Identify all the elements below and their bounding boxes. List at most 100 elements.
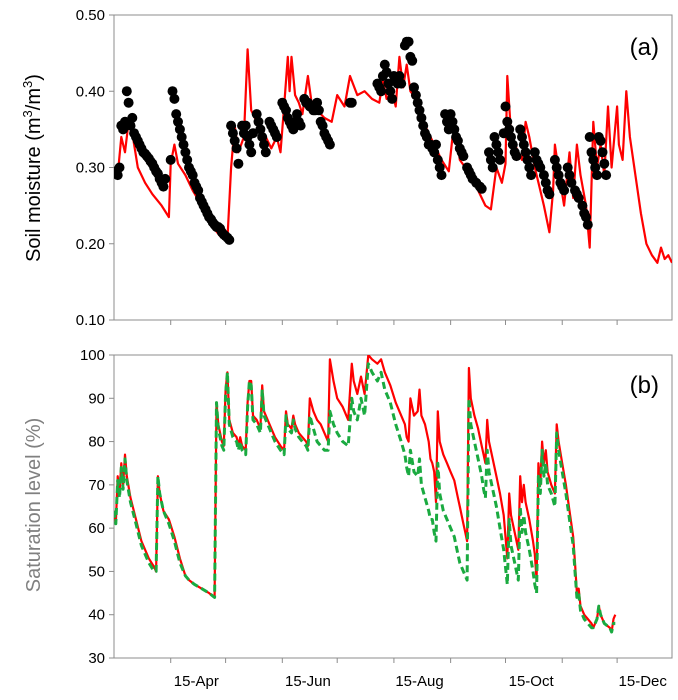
data-point-0-1-164 — [476, 183, 487, 194]
y-tick-label-1-3: 60 — [88, 520, 105, 537]
data-point-0-1-68 — [240, 120, 251, 131]
data-point-0-1-138 — [421, 132, 432, 142]
data-point-0-1-30 — [169, 93, 180, 104]
data-point-0-1-1 — [114, 170, 123, 181]
y-tick-label-0-4: 0.50 — [76, 7, 105, 24]
data-point-0-1-146 — [436, 170, 447, 181]
data-point-0-1-179 — [511, 151, 522, 162]
data-point-0-1-134 — [414, 105, 425, 116]
series-0-1-markers — [114, 36, 612, 245]
data-point-0-1-71 — [246, 147, 257, 158]
data-point-0-1-124 — [394, 71, 405, 81]
data-point-0-1-183 — [520, 147, 531, 158]
data-point-0-1-192 — [540, 177, 551, 188]
data-point-0-1-32 — [173, 116, 183, 127]
y-tick-label-1-5: 80 — [88, 434, 105, 451]
data-point-0-1-175 — [504, 124, 515, 135]
data-point-0-1-157 — [458, 151, 469, 162]
ylabel-a-sup-1: 3 — [20, 110, 35, 117]
data-point-0-1-167 — [487, 162, 498, 173]
data-point-0-1-171 — [495, 154, 505, 165]
plot-frame-1 — [113, 354, 673, 659]
y-tick-label-0-2: 0.30 — [76, 160, 105, 177]
data-point-0-1-132 — [410, 90, 421, 101]
panel-b: Saturation level (%) (b) 30 40 50 60 70 80 90 1… — [23, 347, 673, 690]
data-point-0-1-213 — [588, 154, 599, 165]
data-point-0-1-78 — [260, 147, 271, 158]
series-group-0 — [114, 36, 672, 264]
data-point-0-1-77 — [259, 139, 269, 150]
data-point-0-1-195 — [549, 154, 560, 165]
data-point-0-1-94 — [295, 120, 306, 131]
data-point-0-1-33 — [174, 124, 185, 135]
data-point-0-1-152 — [449, 124, 460, 135]
x-tick-label-1-1: 15-Jun — [285, 673, 331, 690]
plot-frame-0 — [113, 14, 673, 321]
data-point-0-1-128 — [403, 36, 414, 47]
data-point-0-1-26 — [158, 181, 169, 192]
data-point-0-1-119 — [385, 86, 396, 97]
data-point-0-1-72 — [248, 128, 258, 139]
data-point-0-1-75 — [255, 124, 266, 135]
data-point-0-1-109 — [324, 139, 335, 150]
data-point-0-1-36 — [180, 147, 191, 158]
panel-a: Soil moisture (m3/m3) (a) 0.100.200.300.… — [20, 7, 673, 329]
data-point-0-1-114 — [376, 86, 387, 97]
data-point-0-1-2 — [114, 162, 125, 173]
ylabel-b: Saturation level (%) — [23, 418, 45, 593]
data-point-0-1-209 — [581, 212, 591, 223]
data-point-0-1-76 — [257, 132, 268, 142]
data-point-0-1-182 — [518, 139, 529, 150]
data-point-0-1-185 — [524, 162, 535, 173]
data-point-0-1-143 — [431, 139, 441, 150]
data-point-0-1-31 — [171, 109, 182, 120]
data-point-0-1-61 — [226, 120, 237, 131]
data-point-0-1-214 — [590, 162, 601, 173]
x-tick-label-1-4: 15-Dec — [619, 673, 668, 690]
data-point-0-1-27 — [160, 173, 171, 184]
data-point-0-1-105 — [317, 120, 328, 131]
data-point-0-1-220 — [601, 170, 612, 181]
data-point-0-1-212 — [586, 147, 597, 158]
data-point-0-1-200 — [559, 185, 570, 196]
data-point-0-1-131 — [409, 82, 419, 93]
data-point-0-1-218 — [597, 147, 608, 158]
data-point-0-1-184 — [522, 154, 533, 165]
data-point-0-1-63 — [229, 135, 240, 146]
data-point-0-1-35 — [178, 139, 189, 150]
series-group-1 — [114, 355, 617, 634]
data-point-0-1-40 — [187, 170, 198, 181]
data-point-0-1-111 — [346, 97, 357, 108]
data-point-0-1-92 — [292, 109, 302, 120]
data-point-0-1-102 — [312, 97, 323, 108]
data-point-0-1-103 — [313, 105, 324, 116]
data-point-0-1-116 — [379, 59, 390, 70]
data-point-0-1-170 — [493, 147, 504, 158]
data-point-0-1-165 — [484, 147, 494, 158]
data-point-0-1-83 — [271, 132, 282, 142]
data-point-0-1-207 — [577, 200, 588, 211]
series-line-1-0 — [114, 355, 617, 634]
y-tick-label-1-0: 30 — [88, 650, 105, 667]
data-point-0-1-8 — [125, 120, 136, 131]
series-line-0-0 — [114, 48, 672, 264]
data-point-0-1-154 — [452, 135, 463, 146]
data-point-0-1-7 — [123, 97, 134, 108]
data-point-0-1-203 — [566, 177, 577, 188]
y-tick-label-1-7: 100 — [80, 347, 105, 364]
data-point-0-1-9 — [127, 112, 138, 123]
y-tick-label-0-3: 0.40 — [76, 83, 105, 100]
y-tick-label-1-6: 90 — [88, 390, 105, 407]
data-point-0-1-64 — [231, 143, 242, 154]
ylabel-a-part-2: /m — [23, 88, 45, 110]
data-point-0-1-37 — [182, 154, 193, 165]
data-point-0-1-62 — [227, 128, 238, 139]
data-point-0-1-169 — [491, 139, 502, 150]
panel-label-a: (a) — [630, 34, 659, 61]
data-point-0-1-176 — [506, 132, 516, 142]
data-point-0-1-166 — [485, 154, 496, 165]
ylabel-a-part-3: ) — [23, 74, 45, 81]
data-point-0-1-125 — [396, 78, 407, 89]
data-point-0-1-70 — [244, 139, 255, 150]
